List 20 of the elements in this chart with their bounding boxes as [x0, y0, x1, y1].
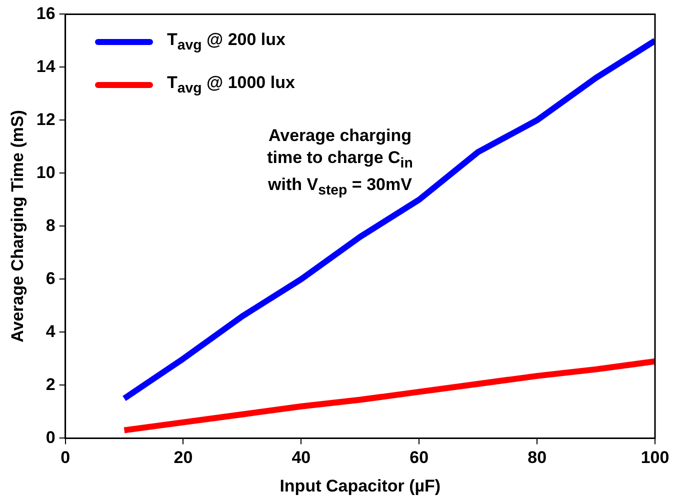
legend-label: T$_{avg}$ @ 200 lux [167, 30, 286, 54]
y-tick-label: 10 [36, 162, 56, 182]
y-tick-label: 14 [36, 56, 56, 76]
x-tick-label: 40 [292, 448, 311, 468]
text: Average charging time to charge C$_{in}$ with V$_{step}$ = 30mV [267, 126, 413, 199]
x-tick-label: 80 [528, 448, 547, 468]
x-tick-label: 0 [60, 448, 70, 468]
y-tick-label: 2 [46, 374, 56, 394]
x-axis-title: Input Capacitor (µF) [280, 476, 441, 496]
x-tick-label: 60 [410, 448, 429, 468]
y-tick-label: 12 [36, 110, 56, 129]
x-tick-label: 100 [640, 448, 670, 468]
y-tick-label: 16 [36, 4, 56, 23]
legend-label: T$_{avg}$ @ 1000 lux [167, 73, 295, 97]
y-tick-label: 4 [46, 322, 56, 341]
y-tick-label: 8 [46, 216, 56, 235]
x-tick-label: 20 [174, 448, 193, 468]
y-tick-label: 6 [46, 268, 56, 288]
y-axis-title: Average Charging Time (mS) [8, 110, 27, 342]
y-tick-label: 0 [46, 428, 56, 447]
